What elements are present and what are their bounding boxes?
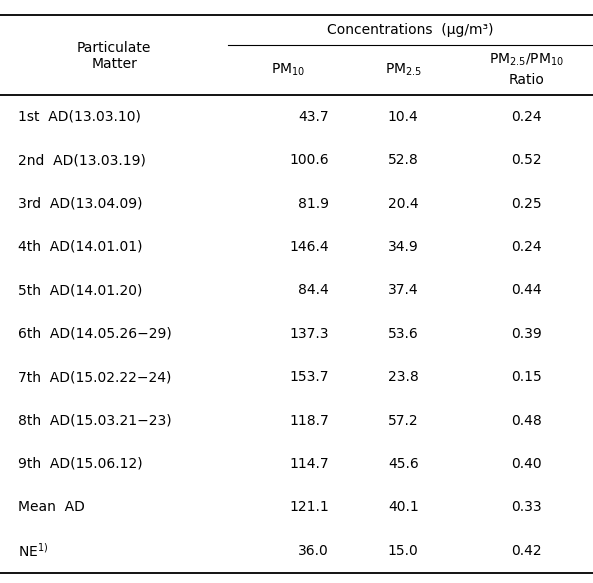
Text: Mean  AD: Mean AD: [18, 500, 85, 514]
Text: 7th  AD(15.02.22−24): 7th AD(15.02.22−24): [18, 370, 171, 384]
Text: 36.0: 36.0: [298, 544, 329, 558]
Text: 53.6: 53.6: [388, 326, 419, 341]
Text: 0.25: 0.25: [511, 196, 541, 210]
Text: 0.44: 0.44: [511, 283, 541, 297]
Text: 10.4: 10.4: [388, 110, 419, 124]
Text: 81.9: 81.9: [298, 196, 329, 210]
Text: 8th  AD(15.03.21−23): 8th AD(15.03.21−23): [18, 413, 171, 427]
Text: Ratio: Ratio: [508, 73, 544, 87]
Text: Matter: Matter: [91, 57, 137, 71]
Text: 34.9: 34.9: [388, 240, 419, 254]
Text: 84.4: 84.4: [298, 283, 329, 297]
Text: 100.6: 100.6: [289, 153, 329, 167]
Text: PM$_{2.5}$: PM$_{2.5}$: [385, 62, 422, 78]
Text: Concentrations  (μg/m³): Concentrations (μg/m³): [327, 23, 494, 37]
Text: 57.2: 57.2: [388, 413, 419, 427]
Text: 0.40: 0.40: [511, 457, 541, 471]
Text: 0.48: 0.48: [511, 413, 541, 427]
Text: 43.7: 43.7: [298, 110, 329, 124]
Text: 4th  AD(14.01.01): 4th AD(14.01.01): [18, 240, 142, 254]
Text: 9th  AD(15.06.12): 9th AD(15.06.12): [18, 457, 142, 471]
Text: 20.4: 20.4: [388, 196, 419, 210]
Text: 121.1: 121.1: [289, 500, 329, 514]
Text: 118.7: 118.7: [289, 413, 329, 427]
Text: NE$^{1)}$: NE$^{1)}$: [18, 542, 48, 560]
Text: 0.33: 0.33: [511, 500, 541, 514]
Text: 5th  AD(14.01.20): 5th AD(14.01.20): [18, 283, 142, 297]
Text: 2nd  AD(13.03.19): 2nd AD(13.03.19): [18, 153, 146, 167]
Text: 0.42: 0.42: [511, 544, 541, 558]
Text: 23.8: 23.8: [388, 370, 419, 384]
Text: 45.6: 45.6: [388, 457, 419, 471]
Text: 6th  AD(14.05.26−29): 6th AD(14.05.26−29): [18, 326, 171, 341]
Text: 40.1: 40.1: [388, 500, 419, 514]
Text: Particulate: Particulate: [77, 41, 151, 55]
Text: 52.8: 52.8: [388, 153, 419, 167]
Text: 0.24: 0.24: [511, 240, 541, 254]
Text: 0.15: 0.15: [511, 370, 541, 384]
Text: 153.7: 153.7: [289, 370, 329, 384]
Text: PM$_{10}$: PM$_{10}$: [270, 62, 305, 78]
Text: 37.4: 37.4: [388, 283, 419, 297]
Text: 15.0: 15.0: [388, 544, 419, 558]
Text: PM$_{2.5}$/PM$_{10}$: PM$_{2.5}$/PM$_{10}$: [489, 52, 564, 68]
Text: 146.4: 146.4: [289, 240, 329, 254]
Text: 3rd  AD(13.04.09): 3rd AD(13.04.09): [18, 196, 142, 210]
Text: 0.52: 0.52: [511, 153, 541, 167]
Text: 114.7: 114.7: [289, 457, 329, 471]
Text: 0.39: 0.39: [511, 326, 541, 341]
Text: 137.3: 137.3: [289, 326, 329, 341]
Text: 1st  AD(13.03.10): 1st AD(13.03.10): [18, 110, 141, 124]
Text: 0.24: 0.24: [511, 110, 541, 124]
